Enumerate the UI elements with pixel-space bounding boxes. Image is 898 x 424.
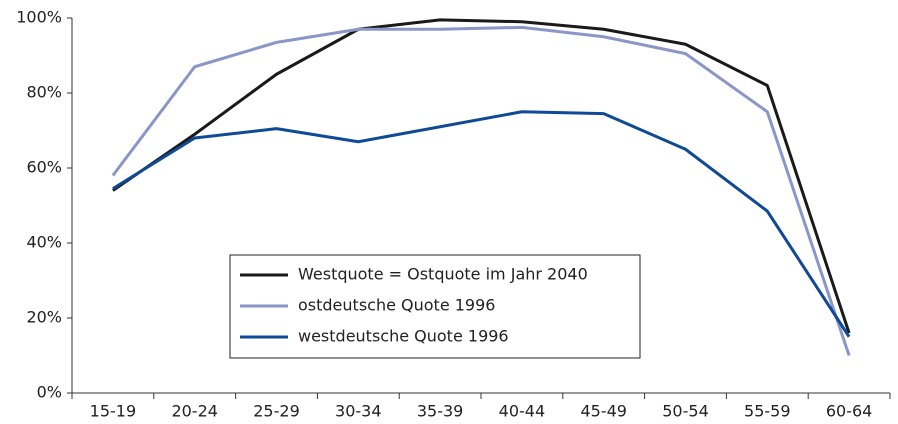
legend-label: westdeutsche Quote 1996: [298, 327, 509, 346]
x-tick-label: 15-19: [90, 402, 137, 421]
x-tick-label: 20-24: [171, 402, 218, 421]
series-line: [111, 25, 851, 356]
y-tick-label: 0%: [37, 383, 62, 402]
x-tick-label: 40-44: [499, 402, 546, 421]
x-tick-label: 30-34: [335, 402, 382, 421]
x-tick-label: 50-54: [662, 402, 709, 421]
y-tick-label: 40%: [26, 233, 62, 252]
y-tick-label: 60%: [26, 158, 62, 177]
legend-label: Westquote = Ostquote im Jahr 2040: [298, 265, 588, 284]
y-tick-label: 80%: [26, 83, 62, 102]
x-tick-label: 25-29: [253, 402, 300, 421]
x-tick-label: 55-59: [744, 402, 791, 421]
x-tick-label: 35-39: [417, 402, 464, 421]
series-line: [112, 110, 851, 338]
y-tick-label: 100%: [16, 8, 62, 27]
y-tick-label: 20%: [26, 308, 62, 327]
series-line: [112, 18, 851, 334]
x-tick-label: 60-64: [826, 402, 873, 421]
x-tick-label: 45-49: [580, 402, 627, 421]
legend-label: ostdeutsche Quote 1996: [298, 296, 495, 315]
legend-box: [229, 254, 641, 359]
